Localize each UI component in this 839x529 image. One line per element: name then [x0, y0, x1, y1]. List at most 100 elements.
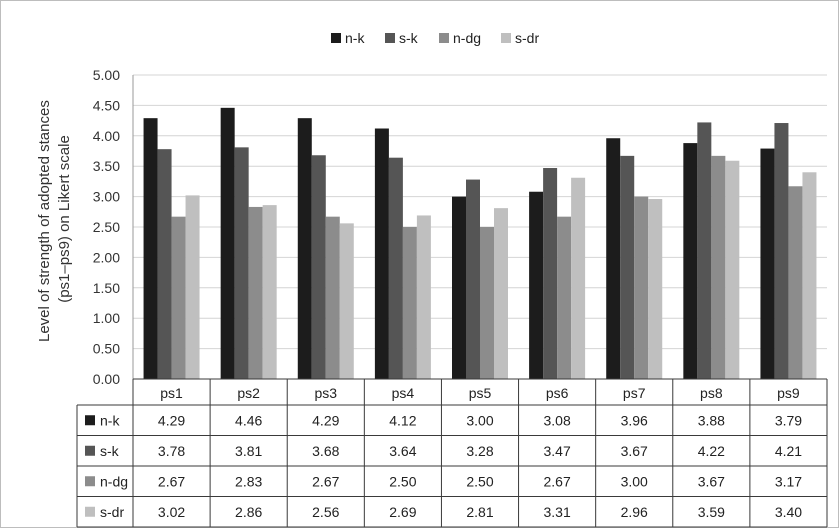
bar-n-k-ps1 — [143, 118, 158, 379]
table-cell-value: 4.29 — [312, 412, 339, 428]
bar-n-dg-ps2 — [248, 206, 263, 379]
x-tick-label: ps8 — [700, 385, 723, 401]
bar-s-dr-ps8 — [725, 160, 740, 379]
bar-s-k-ps2 — [234, 147, 249, 379]
table-legend-key-n-dg — [85, 476, 95, 487]
bar-s-k-ps1 — [157, 149, 172, 379]
bar-n-dg-ps5 — [480, 227, 494, 379]
table-cell-value: 3.31 — [543, 504, 570, 520]
x-tick-label: ps1 — [160, 385, 183, 401]
bar-n-k-ps9 — [760, 148, 775, 379]
bar-s-k-ps9 — [774, 123, 789, 379]
table-cell-value: 3.78 — [158, 443, 185, 459]
bar-n-dg-ps9 — [788, 186, 803, 379]
table-cell-value: 3.81 — [235, 443, 262, 459]
table-cell-value: 2.50 — [466, 473, 493, 489]
bar-n-k-ps4 — [374, 128, 389, 379]
table-cell-value: 2.86 — [235, 504, 262, 520]
legend-label: s-k — [399, 30, 419, 46]
y-tick-label: 0.50 — [93, 341, 120, 357]
table-series-name: s-dr — [100, 504, 124, 520]
bar-s-dr-ps5 — [494, 208, 508, 379]
y-tick-label: 1.50 — [93, 280, 120, 296]
y-tick-label: 4.50 — [93, 97, 120, 113]
bar-n-k-ps7 — [606, 138, 621, 379]
bar-s-k-ps3 — [311, 155, 326, 379]
bar-s-dr-ps7 — [648, 199, 663, 379]
data-table: ps1 ps2 ps3 ps4 ps5 ps6 ps7 ps8 ps9 n-k 4.29 4.46 4.… — [76, 378, 828, 528]
bar-n-k-ps2 — [220, 107, 235, 379]
table-series-name: n-k — [100, 412, 120, 428]
table-legend-key-n-k — [85, 415, 95, 426]
bar-s-dr-ps2 — [262, 205, 277, 379]
table-cell-value: 2.69 — [389, 504, 416, 520]
table-legend-key-s-dr — [85, 506, 95, 517]
y-tick-label: 4.00 — [93, 128, 120, 144]
bar-n-dg-ps1 — [171, 216, 186, 379]
table-cell-value: 3.88 — [698, 412, 725, 428]
table-cell-value: 3.47 — [543, 443, 570, 459]
table-cell-value: 3.64 — [389, 443, 416, 459]
table-cell-value: 4.21 — [775, 443, 802, 459]
x-tick-label: ps2 — [237, 385, 260, 401]
bar-s-k-ps7 — [620, 155, 635, 379]
table-cell-value: 2.96 — [621, 504, 648, 520]
bar-s-k-ps6 — [543, 168, 558, 379]
table-legend-key-s-k — [85, 445, 95, 456]
bar-s-dr-ps1 — [185, 195, 200, 379]
table-cell-value: 4.22 — [698, 443, 725, 459]
bar-n-k-ps6 — [529, 191, 544, 379]
y-tick-label: 0.00 — [93, 371, 120, 387]
table-cell-value: 2.81 — [466, 504, 493, 520]
y-tick-label: 1.00 — [93, 310, 120, 326]
table-cell-value: 3.67 — [698, 473, 725, 489]
legend-key-n-k — [331, 33, 341, 43]
bar-n-k-ps3 — [297, 118, 312, 379]
bar-s-dr-ps9 — [802, 172, 817, 379]
x-tick-label: ps4 — [392, 385, 415, 401]
bar-n-dg-ps4 — [402, 227, 417, 379]
legend-label: n-dg — [453, 30, 481, 46]
table-cell-value: 2.50 — [389, 473, 416, 489]
table-cell-value: 2.67 — [158, 473, 185, 489]
table-cell-value: 3.68 — [312, 443, 339, 459]
x-tick-label: ps5 — [469, 385, 492, 401]
table-cell-value: 3.00 — [466, 412, 493, 428]
bar-s-k-ps8 — [697, 122, 712, 379]
table-cell-value: 3.17 — [775, 473, 802, 489]
table-series-name: s-k — [100, 443, 120, 459]
legend-label: n-k — [345, 30, 365, 46]
bar-n-k-ps5 — [452, 196, 466, 379]
y-axis-label-line-1: Level of strength of adopted stances — [36, 100, 53, 342]
table-cell-value: 4.46 — [235, 412, 262, 428]
x-tick-label: ps3 — [314, 385, 337, 401]
table-cell-value: 3.08 — [543, 412, 570, 428]
legend-label: s-dr — [515, 30, 539, 46]
table-cell-value: 2.56 — [312, 504, 339, 520]
legend-key-s-dr — [501, 33, 511, 43]
y-axis-label: Level of strength of adopted stances (ps… — [36, 96, 73, 342]
bar-s-dr-ps3 — [339, 223, 354, 379]
bar-s-k-ps5 — [466, 179, 480, 379]
y-axis-ticks: 0.00 0.50 1.00 1.50 2.00 2.50 3.00 3.50 4.00 4.50… — [93, 67, 120, 387]
y-tick-label: 3.00 — [93, 189, 120, 205]
bars — [143, 107, 817, 379]
x-tick-label: ps6 — [546, 385, 569, 401]
bar-n-dg-ps8 — [711, 155, 726, 379]
bar-n-dg-ps7 — [634, 196, 649, 379]
table-cell-value: 4.29 — [158, 412, 185, 428]
y-tick-label: 3.50 — [93, 158, 120, 174]
table-cell-value: 3.79 — [775, 412, 802, 428]
table-cell-value: 3.67 — [621, 443, 648, 459]
table-cell-value: 3.59 — [698, 504, 725, 520]
table-cell-value: 3.96 — [621, 412, 648, 428]
x-tick-label: ps7 — [623, 385, 646, 401]
bar-s-k-ps4 — [388, 157, 403, 379]
bar-s-dr-ps4 — [416, 215, 431, 379]
bar-n-k-ps8 — [683, 143, 698, 379]
table-cell-value: 2.67 — [543, 473, 570, 489]
legend-key-s-k — [385, 33, 395, 43]
x-tick-label: ps9 — [777, 385, 800, 401]
